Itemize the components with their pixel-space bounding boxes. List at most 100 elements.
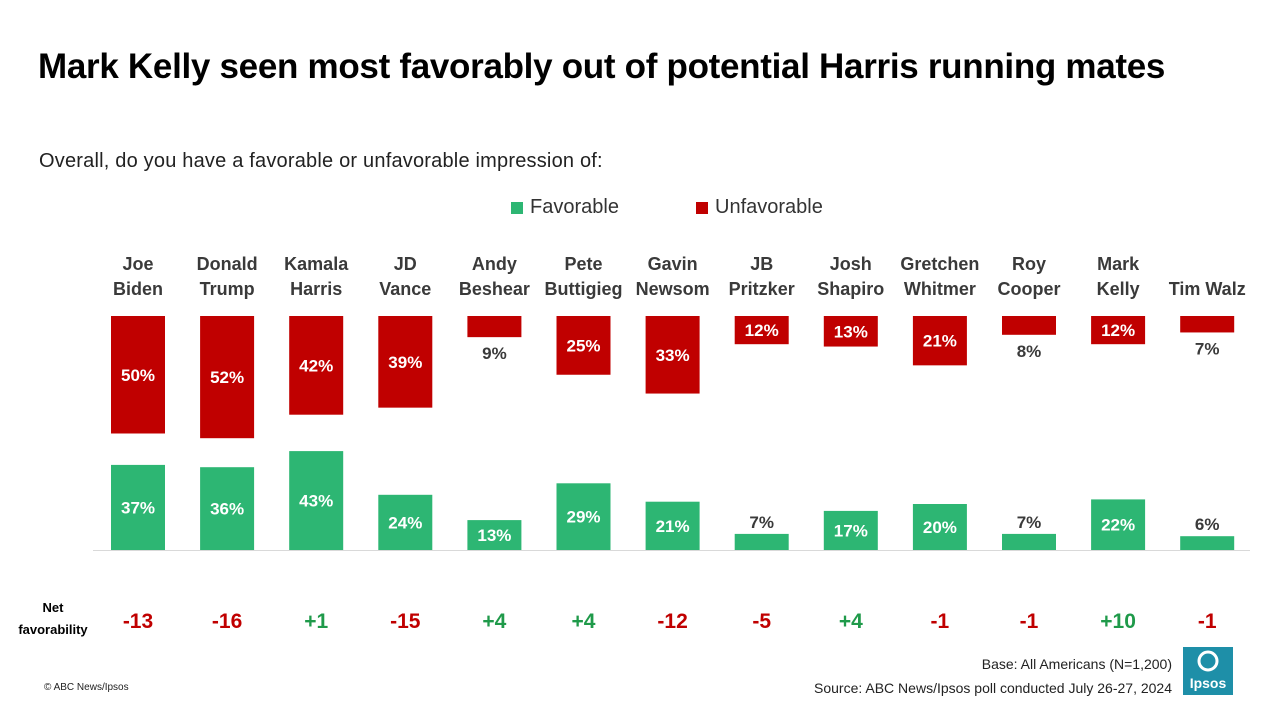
- category-label: Trump: [200, 279, 255, 299]
- legend-label-favorable: Favorable: [530, 196, 619, 218]
- category-label: Cooper: [998, 279, 1061, 299]
- unfavorable-value-label: 8%: [1017, 342, 1042, 361]
- net-favorability-value: -16: [212, 610, 242, 633]
- category-label: Donald: [197, 254, 258, 274]
- category-label: Kelly: [1097, 279, 1140, 299]
- unfavorable-bar: [200, 316, 255, 439]
- category-label: Harris: [290, 279, 342, 299]
- category-label: Biden: [113, 279, 163, 299]
- net-favorability-value: -12: [657, 610, 687, 633]
- net-favorability-value: -5: [752, 610, 771, 633]
- category-label: Tim Walz: [1169, 279, 1246, 299]
- unfavorable-bar: [912, 316, 967, 366]
- category-label: Josh: [830, 254, 872, 274]
- net-favorability-label: favorability: [18, 622, 88, 637]
- unfavorable-bar: [1002, 316, 1056, 335]
- favorable-value-label: 6%: [1195, 515, 1220, 534]
- unfavorable-value-label: 12%: [745, 321, 779, 340]
- favorable-bar: [467, 520, 522, 550]
- favorable-value-label: 36%: [210, 500, 244, 519]
- category-label: Whitmer: [904, 279, 976, 299]
- favorable-bar: [645, 501, 700, 550]
- unfavorable-bar: [823, 316, 878, 347]
- favorable-bar: [378, 494, 433, 550]
- favorable-value-label: 22%: [1101, 516, 1135, 535]
- unfavorable-bar: [378, 316, 433, 408]
- unfavorable-bar: [1180, 316, 1235, 333]
- net-favorability-value: +4: [482, 610, 506, 633]
- net-favorability-value: -13: [123, 610, 153, 633]
- favorable-value-label: 29%: [566, 508, 600, 527]
- unfavorable-value-label: 33%: [656, 346, 690, 365]
- unfavorable-value-label: 42%: [299, 356, 333, 375]
- copyright: © ABC News/Ipsos: [44, 682, 129, 693]
- net-favorability-label: Net: [43, 600, 65, 615]
- category-label: Beshear: [459, 279, 530, 299]
- footer-source: Source: ABC News/Ipsos poll conducted Ju…: [814, 680, 1172, 696]
- unfavorable-bar: [1091, 316, 1146, 345]
- favorable-value-label: 20%: [923, 518, 957, 537]
- ipsos-logo-icon: [1183, 647, 1233, 695]
- unfavorable-value-label: 12%: [1101, 321, 1135, 340]
- category-label: Joe: [122, 254, 153, 274]
- unfavorable-value-label: 25%: [566, 336, 600, 355]
- unfavorable-value-label: 52%: [210, 368, 244, 387]
- net-favorability-value: +4: [839, 610, 863, 633]
- favorable-value-label: 43%: [299, 492, 333, 511]
- favorable-bar: [111, 464, 165, 550]
- category-label: Pritzker: [729, 279, 795, 299]
- category-label: Mark: [1097, 254, 1140, 274]
- net-favorability-value: +1: [304, 610, 328, 633]
- net-favorability-value: -1: [1020, 610, 1039, 633]
- net-favorability-value: -1: [931, 610, 950, 633]
- footer-base: Base: All Americans (N=1,200): [981, 656, 1172, 672]
- unfavorable-bar: [111, 316, 165, 434]
- unfavorable-value-label: 13%: [834, 322, 868, 341]
- unfavorable-value-label: 50%: [121, 366, 155, 385]
- unfavorable-bar: [289, 316, 344, 415]
- favorable-bar: [734, 533, 789, 550]
- favorable-bar: [289, 451, 344, 550]
- category-label: Gavin: [648, 254, 698, 274]
- favorable-value-label: 13%: [477, 526, 511, 545]
- legend-swatch-unfavorable: [696, 201, 708, 214]
- legend-item-favorable: Favorable: [511, 196, 619, 219]
- ipsos-logo: Ipsos: [1183, 647, 1233, 695]
- unfavorable-value-label: 39%: [388, 353, 422, 372]
- category-label: Vance: [379, 279, 431, 299]
- unfavorable-bar: [467, 316, 522, 338]
- net-favorability-value: -1: [1198, 610, 1217, 633]
- favorable-value-label: 17%: [834, 521, 868, 540]
- net-favorability-value: +10: [1100, 610, 1136, 633]
- category-label: JB: [750, 254, 773, 274]
- category-label: Buttigieg: [545, 279, 623, 299]
- favorable-bar: [200, 467, 255, 550]
- category-label: Roy: [1012, 254, 1046, 274]
- category-label: Shapiro: [817, 279, 884, 299]
- unfavorable-bar: [645, 316, 700, 394]
- favorable-bar: [912, 504, 967, 550]
- unfavorable-value-label: 21%: [923, 332, 957, 351]
- category-label: Pete: [564, 254, 602, 274]
- favorable-bar: [823, 510, 878, 550]
- legend-item-unfavorable: Unfavorable: [696, 196, 823, 219]
- unfavorable-value-label: 7%: [1195, 339, 1220, 358]
- category-label: Kamala: [284, 254, 349, 274]
- favorable-value-label: 7%: [1017, 513, 1042, 532]
- category-label: Andy: [472, 254, 517, 274]
- favorable-bar: [1091, 499, 1146, 550]
- unfavorable-bar: [556, 316, 611, 375]
- category-label: Newsom: [636, 279, 710, 299]
- logo-text: Ipsos: [1189, 675, 1227, 691]
- category-label: Gretchen: [900, 254, 979, 274]
- chart-title: Mark Kelly seen most favorably out of po…: [38, 47, 1166, 86]
- net-favorability-value: +4: [572, 610, 596, 633]
- favorable-bar: [1002, 533, 1056, 550]
- chart-subtitle: Overall, do you have a favorable or unfa…: [39, 150, 603, 172]
- legend-label-unfavorable: Unfavorable: [715, 196, 823, 218]
- favorable-value-label: 7%: [749, 513, 774, 532]
- favorable-value-label: 21%: [656, 517, 690, 536]
- favorable-bar: [1180, 536, 1235, 550]
- unfavorable-value-label: 9%: [482, 344, 507, 363]
